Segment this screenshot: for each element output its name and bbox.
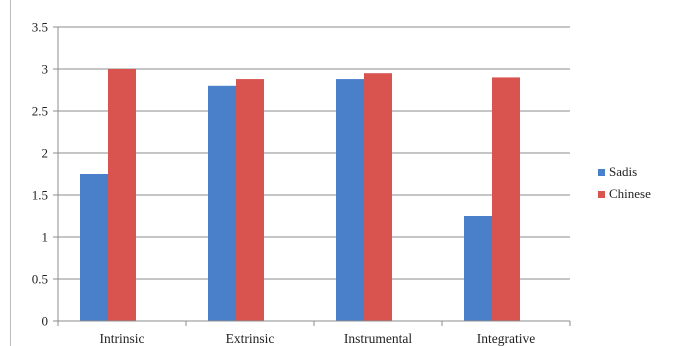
legend-item-chinese: Chinese	[598, 183, 674, 205]
bar-chinese-instrumental	[364, 73, 392, 321]
y-tick-label: 1.5	[32, 188, 48, 203]
legend-label-sadis: Sadis	[609, 164, 638, 179]
bars	[80, 69, 520, 322]
legend-swatch-chinese	[598, 190, 605, 198]
bar-chinese-extrinsic	[236, 79, 264, 321]
y-tick-label: 0	[42, 314, 49, 329]
axes	[53, 26, 571, 326]
bar-chinese-intrinsic	[108, 69, 136, 321]
bar-sadis-intrinsic	[80, 174, 108, 321]
legend-label-chinese: Chinese	[609, 186, 651, 201]
legend: Sadis Chinese	[598, 161, 674, 205]
x-category-label: Intrinsic	[100, 331, 145, 346]
bar-sadis-extrinsic	[208, 85, 236, 321]
frame-left-border	[10, 0, 11, 346]
x-category-label: Integrative	[477, 331, 535, 346]
y-tick-label: 0.5	[32, 272, 48, 287]
y-tick-label: 3.5	[32, 20, 48, 35]
legend-item-sadis: Sadis	[598, 161, 674, 183]
y-tick-label: 2.5	[32, 104, 48, 119]
bar-sadis-instrumental	[336, 79, 364, 321]
y-tick-label: 1	[42, 230, 49, 245]
x-category-label: Instrumental	[344, 331, 412, 346]
y-tick-label: 2	[42, 146, 49, 161]
x-category-label: Extrinsic	[226, 331, 275, 346]
bar-chinese-integrative	[492, 77, 520, 322]
tick-labels: 0 0.5 1 1.5 2 2.5 3 3.5 Intrinsic Extrinsic Instru…	[32, 20, 535, 346]
legend-swatch-sadis	[598, 168, 605, 176]
bar-sadis-integrative	[464, 216, 492, 321]
y-tick-label: 3	[42, 62, 49, 77]
